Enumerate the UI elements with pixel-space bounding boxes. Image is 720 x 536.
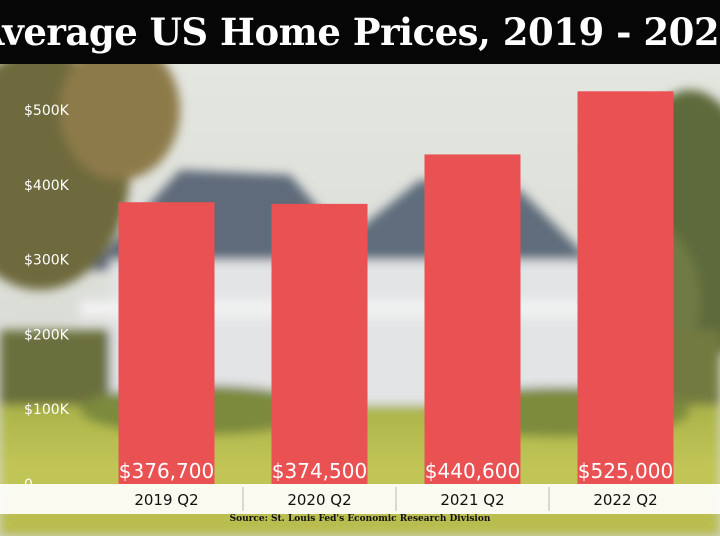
bar-2021-q2 bbox=[424, 154, 521, 484]
source-note: Source: St. Louis Fed's Economic Researc… bbox=[229, 514, 491, 524]
bar-2020-q2 bbox=[271, 203, 368, 484]
bar-2022-q2 bbox=[577, 91, 674, 485]
y-tick-label: $200K bbox=[24, 327, 70, 343]
y-tick-label: $500K bbox=[24, 103, 70, 119]
x-tick-label: 2019 Q2 bbox=[134, 491, 198, 509]
x-tick-label: 2020 Q2 bbox=[287, 491, 351, 509]
data-label: $376,700 bbox=[119, 459, 214, 483]
data-label: $440,600 bbox=[425, 459, 520, 483]
y-tick-label: $100K bbox=[24, 402, 70, 418]
bar-2019-q2 bbox=[118, 202, 215, 484]
category-band bbox=[0, 484, 720, 514]
y-tick-label: $300K bbox=[24, 253, 70, 269]
x-tick-label: 2022 Q2 bbox=[593, 491, 657, 509]
data-label: $374,500 bbox=[272, 459, 367, 483]
data-label: $525,000 bbox=[578, 459, 673, 483]
title-bar: Average US Home Prices, 2019 - 2022 bbox=[0, 0, 720, 64]
chart-title: Average US Home Prices, 2019 - 2022 bbox=[0, 10, 720, 54]
y-tick-label: $400K bbox=[24, 178, 70, 194]
x-tick-label: 2021 Q2 bbox=[440, 491, 504, 509]
